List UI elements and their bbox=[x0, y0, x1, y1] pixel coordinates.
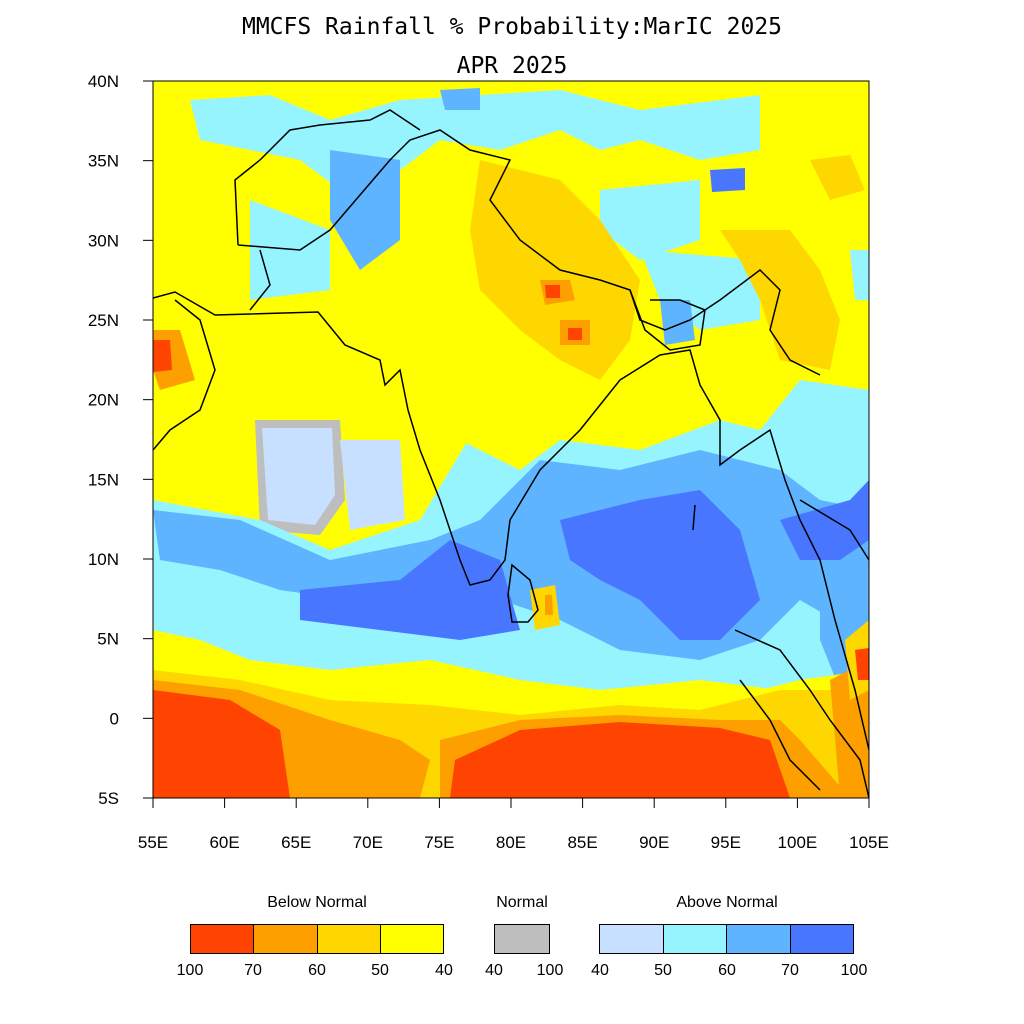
map-fill-layer bbox=[153, 81, 869, 798]
legend-tick: 100 bbox=[536, 962, 564, 979]
legend-swatch-below-70-60 bbox=[253, 924, 318, 954]
lon-tick-label: 80E bbox=[496, 833, 526, 852]
legend-tick: 60 bbox=[308, 962, 326, 979]
lon-tick-label: 55E bbox=[138, 833, 168, 852]
legend-tick: 40 bbox=[591, 962, 609, 979]
legend-swatch-below-50-40 bbox=[380, 924, 444, 954]
legend-tick: 40 bbox=[485, 962, 503, 979]
lon-tick-label: 85E bbox=[567, 833, 597, 852]
lat-tick-label: 5N bbox=[97, 630, 119, 649]
lat-tick-label: 35N bbox=[88, 152, 119, 171]
north-india-below-normal bbox=[470, 160, 640, 380]
lon-tick-label: 105E bbox=[849, 833, 889, 852]
legend-tick: 70 bbox=[244, 962, 262, 979]
legend-below-label: Below Normal bbox=[267, 894, 367, 911]
coastlines bbox=[153, 109, 869, 798]
lon-tick-label: 60E bbox=[209, 833, 239, 852]
legend-swatch-above-60-70 bbox=[726, 924, 791, 954]
lat-tick-label: 30N bbox=[88, 231, 119, 250]
southwest-strong-below-normal bbox=[153, 690, 290, 798]
lon-tick-label: 95E bbox=[711, 833, 741, 852]
legend-swatch-normal bbox=[494, 924, 550, 954]
legend-tick: 50 bbox=[654, 962, 672, 979]
lon-tick-label: 70E bbox=[353, 833, 383, 852]
map-subtitle: APR 2025 bbox=[456, 53, 568, 79]
legend-tick: 70 bbox=[781, 962, 799, 979]
deccan-light-blue bbox=[262, 428, 335, 525]
legend-tick: 60 bbox=[718, 962, 736, 979]
lon-tick-label: 90E bbox=[639, 833, 669, 852]
legend-tick: 100 bbox=[840, 962, 868, 979]
lat-tick-label: 40N bbox=[88, 72, 119, 91]
legend-swatch-above-50-60 bbox=[663, 924, 727, 954]
probability-map: 55E 60E 65E 70E 75E 80E 85E 90E 95E 100E 105E 40N 35… bbox=[88, 72, 889, 852]
lat-tick-label: 0 bbox=[110, 709, 119, 728]
legend-above-label: Above Normal bbox=[676, 894, 778, 911]
legend-tick: 100 bbox=[176, 962, 204, 979]
lon-tick-label: 65E bbox=[281, 833, 311, 852]
lat-tick-label: 20N bbox=[88, 391, 119, 410]
legend-swatch-above-70-100 bbox=[790, 924, 854, 954]
legend-tick: 50 bbox=[371, 962, 389, 979]
legend-normal-label: Normal bbox=[496, 894, 548, 911]
map-title: MMCFS Rainfall % Probability:MarIC 2025 bbox=[241, 14, 783, 40]
lat-tick-label: 15N bbox=[88, 470, 119, 489]
lat-tick-label: 25N bbox=[88, 311, 119, 330]
lat-tick-label: 5S bbox=[98, 789, 119, 808]
lat-tick-label: 10N bbox=[88, 550, 119, 569]
legend-swatch-below-100-70 bbox=[190, 924, 254, 954]
lon-tick-label: 100E bbox=[778, 833, 818, 852]
legend-swatch-below-60-50 bbox=[317, 924, 381, 954]
lon-tick-label: 75E bbox=[424, 833, 454, 852]
legend-swatch-above-40-50 bbox=[599, 924, 664, 954]
axis-ticks: 55E 60E 65E 70E 75E 80E 85E 90E 95E 100E 105E 40N 35… bbox=[88, 72, 889, 852]
legend-tick: 40 bbox=[435, 962, 453, 979]
